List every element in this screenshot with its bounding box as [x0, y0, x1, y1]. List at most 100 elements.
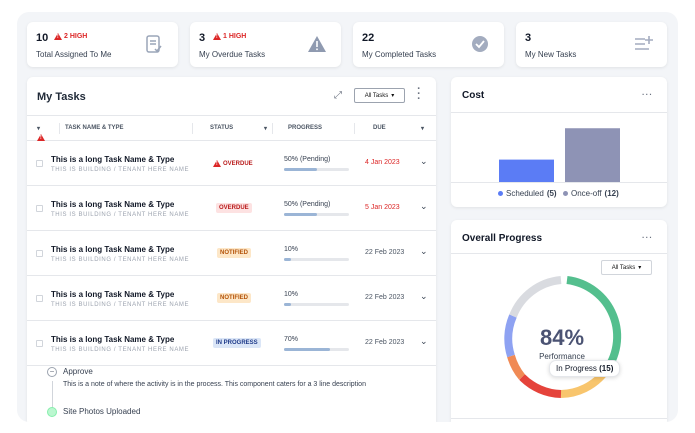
table-row[interactable]: This is a long Task Name & Type THIS IS … — [27, 186, 436, 231]
progress-text: 10% — [284, 291, 299, 298]
progress-bar — [284, 213, 349, 216]
status-badge: OVERDUE — [210, 158, 256, 169]
warning-icon — [213, 33, 221, 40]
timeline-step-title: Approve — [63, 367, 93, 376]
card-title: Overall Progress — [462, 233, 543, 244]
legend-swatch — [563, 191, 568, 196]
progress-text: 50% (Pending) — [284, 156, 331, 163]
task-subtitle: THIS IS BUILDING / TENANT HERE NAME — [51, 302, 190, 308]
donut-segment-complete — [566, 276, 622, 376]
stat-count: 3 — [199, 32, 206, 44]
more-options-icon[interactable]: ··· — [642, 90, 653, 99]
more-options-icon[interactable]: ··· — [642, 233, 653, 242]
bar-once-off[interactable] — [565, 128, 620, 182]
task-subtitle: THIS IS BUILDING / TENANT HERE NAME — [51, 212, 190, 218]
progress-donut-chart: 84% Performance — [504, 276, 622, 398]
row-checkbox[interactable] — [36, 250, 43, 257]
task-name: This is a long Task Name & Type — [51, 335, 175, 344]
collapse-icon[interactable]: − — [47, 367, 57, 377]
table-row[interactable]: This is a long Task Name & Type THIS IS … — [27, 276, 436, 321]
column-header-progress[interactable]: PROGRESS — [288, 125, 323, 131]
progress-text: 10% — [284, 246, 299, 253]
chevron-down-icon[interactable]: ⌄ — [420, 201, 428, 211]
progress-fill — [284, 303, 291, 306]
stat-card-new[interactable]: 3 My New Tasks — [516, 22, 667, 67]
more-options-icon[interactable]: ··· — [417, 83, 421, 105]
bar-scheduled[interactable] — [499, 159, 554, 182]
chevron-down-icon[interactable]: ⌄ — [420, 156, 428, 166]
row-checkbox[interactable] — [36, 295, 43, 302]
chevron-up-icon[interactable]: ⌄ — [420, 336, 428, 346]
row-checkbox[interactable] — [36, 205, 43, 212]
status-badge: IN PROGRESS — [213, 338, 261, 348]
caret-down-icon: ▾ — [391, 93, 395, 99]
progress-fill — [284, 348, 330, 351]
column-header-due[interactable]: DUE — [373, 125, 386, 131]
stat-card-total-assigned[interactable]: 10 2 HIGH Total Assigned To Me — [27, 22, 178, 67]
task-subtitle: THIS IS BUILDING / TENANT HERE NAME — [51, 257, 190, 263]
column-header-status[interactable]: STATUS — [210, 125, 234, 131]
task-name: This is a long Task Name & Type — [51, 245, 175, 254]
table-header: ▾ TASK NAME & TYPE STATUS ▾ PROGRESS DUE… — [27, 115, 436, 141]
dashboard: 10 2 HIGH Total Assigned To Me 3 1 HIGH … — [17, 12, 678, 422]
task-name: This is a long Task Name & Type — [51, 155, 175, 164]
warning-icon — [54, 33, 62, 40]
stat-card-completed[interactable]: 22 My Completed Tasks — [353, 22, 504, 67]
warning-icon — [308, 36, 326, 52]
warning-icon — [213, 160, 221, 167]
task-name: This is a long Task Name & Type — [51, 290, 175, 299]
stat-label: Total Assigned To Me — [36, 50, 112, 59]
high-badge: 1 HIGH — [213, 33, 246, 40]
legend-item-once-off: Once-off (12) — [563, 189, 619, 198]
expand-icon[interactable]: ⤢ — [334, 90, 342, 101]
column-header-name[interactable]: TASK NAME & TYPE — [65, 125, 124, 131]
chevron-down-icon[interactable]: ⌄ — [420, 291, 428, 301]
task-subtitle: THIS IS BUILDING / TENANT HERE NAME — [51, 167, 190, 173]
check-circle-icon — [472, 36, 488, 52]
table-row[interactable]: This is a long Task Name & Type THIS IS … — [27, 141, 436, 186]
row-checkbox[interactable] — [36, 340, 43, 347]
stat-count: 3 — [525, 32, 532, 44]
timeline-step-description: This is a note of where the activity is … — [63, 381, 366, 388]
timeline-step-title: Site Photos Uploaded — [63, 407, 141, 416]
priority-sort-header[interactable]: ▾ — [37, 125, 45, 141]
progress-fill — [284, 168, 317, 171]
stat-label: My Completed Tasks — [362, 50, 437, 59]
progress-text: 70% — [284, 336, 299, 343]
table-row[interactable]: This is a long Task Name & Type THIS IS … — [27, 321, 436, 366]
donut-segment-overdue — [519, 374, 562, 398]
warning-icon — [37, 134, 45, 141]
due-date: 5 Jan 2023 — [365, 204, 400, 211]
due-date: 4 Jan 2023 — [365, 159, 400, 166]
clipboard-check-icon — [146, 35, 162, 53]
due-date: 22 Feb 2023 — [365, 339, 405, 346]
step-complete-icon — [47, 407, 57, 417]
progress-bar — [284, 168, 349, 171]
progress-filter-dropdown[interactable]: All Tasks ▾ — [601, 260, 652, 275]
status-badge: OVERDUE — [216, 203, 252, 213]
legend-item-scheduled: Scheduled (5) — [498, 189, 557, 198]
stat-count: 10 — [36, 32, 49, 44]
table-row[interactable]: This is a long Task Name & Type THIS IS … — [27, 231, 436, 276]
overall-progress-card: Overall Progress ··· All Tasks ▾ 84% Perf… — [451, 220, 667, 422]
performance-caption: Performance — [539, 352, 585, 361]
chart-tooltip: In Progress (15) — [549, 360, 621, 377]
progress-text: 50% (Pending) — [284, 201, 331, 208]
stat-card-overdue[interactable]: 3 1 HIGH My Overdue Tasks — [190, 22, 341, 67]
donut-segment-scheduled — [504, 314, 517, 358]
progress-bar — [284, 258, 349, 261]
progress-fill — [284, 213, 317, 216]
performance-percent: 84% — [540, 325, 584, 350]
sort-icon[interactable]: ▾ — [421, 126, 425, 132]
progress-fill — [284, 258, 291, 261]
task-name: This is a long Task Name & Type — [51, 200, 175, 209]
cost-bar-chart — [499, 128, 620, 182]
status-badge: NOTIFIED — [217, 248, 251, 258]
row-checkbox[interactable] — [36, 160, 43, 167]
list-add-icon — [635, 36, 653, 50]
task-filter-dropdown[interactable]: All Tasks ▾ — [354, 88, 405, 103]
chevron-down-icon[interactable]: ⌄ — [420, 246, 428, 256]
sort-icon[interactable]: ▾ — [264, 126, 268, 132]
due-date: 22 Feb 2023 — [365, 249, 405, 256]
caret-down-icon: ▾ — [638, 265, 642, 271]
